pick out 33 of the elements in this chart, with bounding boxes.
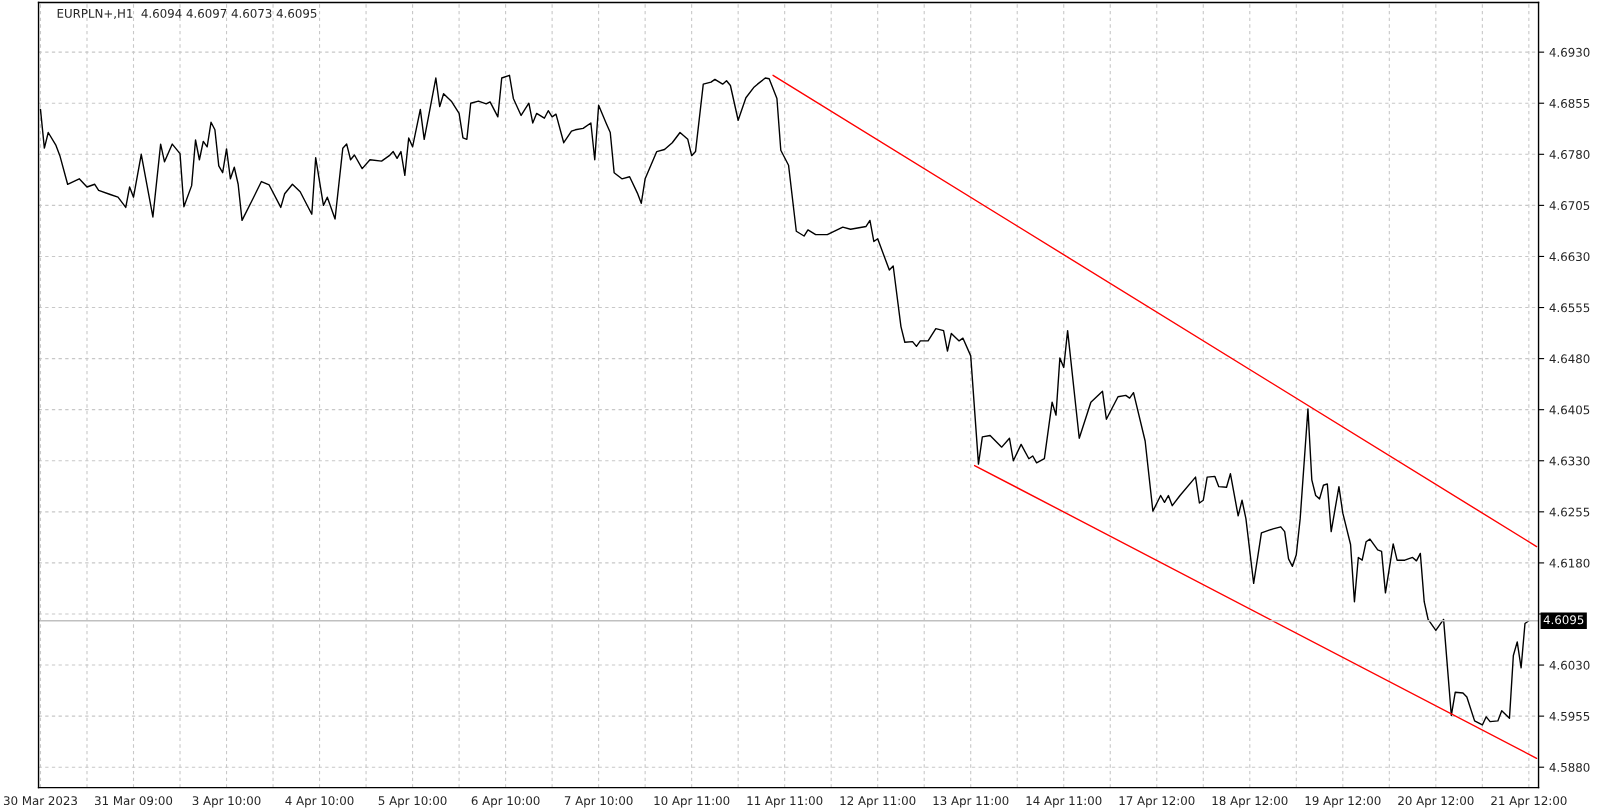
x-tick-label: 31 Mar 09:00 [94, 796, 173, 806]
y-tick-label: 4.6255 [1549, 507, 1590, 517]
x-tick-label: 20 Apr 12:00 [1398, 796, 1474, 808]
x-tick-label: 13 Apr 11:00 [933, 796, 1009, 808]
y-tick-label: 4.6405 [1549, 405, 1590, 415]
y-tick-label: 4.6705 [1549, 201, 1590, 211]
x-tick-label: 11 Apr 11:00 [747, 796, 823, 808]
chart-title: EURPLN+,H1 4.6094 4.6097 4.6073 4.6095 [57, 8, 317, 20]
x-tick-label: 6 Apr 10:00 [471, 796, 540, 808]
x-tick-label: 14 Apr 11:00 [1026, 796, 1102, 808]
y-tick-label: 4.6030 [1549, 660, 1590, 670]
y-tick-label: 4.6855 [1549, 98, 1590, 108]
x-tick-label: 3 Apr 10:00 [192, 796, 261, 808]
y-tick-label: 4.6630 [1549, 252, 1590, 262]
y-tick-label: 4.6330 [1549, 456, 1590, 466]
ref-line-label: 4.6095 [1543, 615, 1584, 625]
y-tick-label: 4.6930 [1549, 47, 1590, 57]
x-tick-label: 7 Apr 10:00 [564, 796, 633, 808]
x-tick-label: 12 Apr 11:00 [840, 796, 916, 808]
y-tick-label: 4.5880 [1549, 762, 1590, 772]
y-tick-label: 4.5955 [1549, 711, 1590, 721]
x-tick-label: 10 Apr 11:00 [654, 796, 730, 808]
x-tick-label: 17 Apr 12:00 [1119, 796, 1195, 808]
x-tick-label: 19 Apr 12:00 [1305, 796, 1381, 808]
x-tick-label: 21 Apr 12:00 [1491, 796, 1567, 808]
y-tick-label: 4.6480 [1549, 354, 1590, 364]
x-tick-label: 5 Apr 10:00 [378, 796, 447, 808]
x-tick-label: 4 Apr 10:00 [285, 796, 354, 808]
x-tick-label: 18 Apr 12:00 [1212, 796, 1288, 808]
y-tick-label: 4.6555 [1549, 303, 1590, 313]
x-tick-label: 30 Mar 2023 [3, 796, 77, 806]
y-tick-label: 4.6180 [1549, 558, 1590, 568]
y-tick-label: 4.6780 [1549, 150, 1590, 159]
